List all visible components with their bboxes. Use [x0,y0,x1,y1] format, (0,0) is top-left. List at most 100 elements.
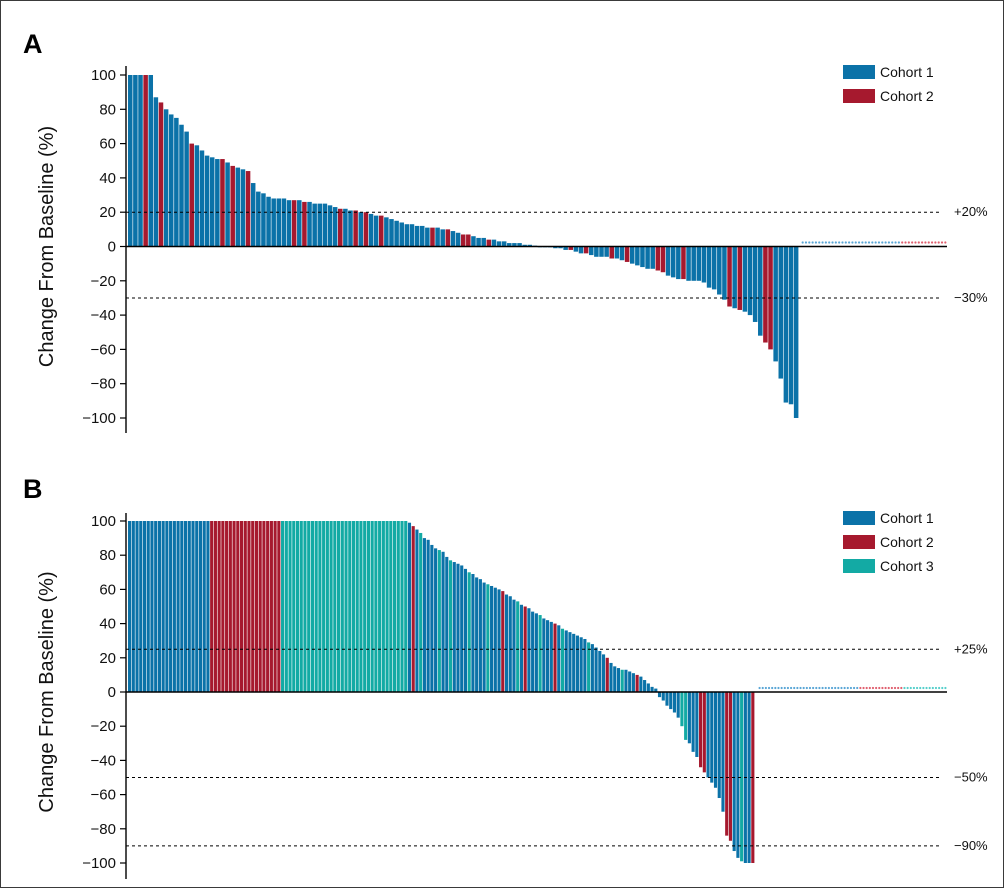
legend-label: Cohort 2 [880,534,934,550]
bar [157,521,161,692]
bar [180,521,184,692]
bar [150,521,154,692]
unevaluable-marker [821,686,824,690]
bar [302,201,307,247]
bar [691,246,696,281]
bar [286,200,292,247]
unevaluable-marker [854,241,857,244]
bar [578,246,584,254]
unevaluable-marker [808,241,811,244]
bar [737,246,743,310]
bar [624,669,628,692]
y-tick-label: 40 [99,170,116,187]
unevaluable-marker [834,241,837,244]
bar [676,692,680,718]
bar [624,246,630,262]
bar [452,562,456,692]
bar [558,246,563,249]
unevaluable-marker [934,241,937,244]
reference-line-label: −90% [954,838,988,853]
bar [665,692,669,706]
y-tick-label: −60 [91,787,116,804]
bar [261,193,266,247]
unevaluable-marker [802,686,805,690]
bar [471,236,476,247]
unevaluable-marker [804,241,808,244]
bar [448,560,453,692]
unevaluable-marker [857,241,861,244]
bar [307,201,312,247]
y-tick-label: −80 [91,376,116,393]
bar [198,521,203,692]
y-tick-label: 60 [99,581,116,598]
bar [686,246,691,281]
bar [143,75,148,247]
bar [788,246,794,405]
bar [631,673,635,692]
bar [258,521,262,692]
y-tick-label: 60 [99,136,116,153]
unevaluable-marker [862,686,865,690]
unevaluable-marker [891,241,894,244]
bar [172,521,176,692]
bar [370,521,374,692]
unevaluable-marker [871,686,875,690]
bar [351,521,356,692]
bar [210,521,214,692]
bar [635,674,639,692]
unevaluable-marker [849,686,853,690]
bar [404,224,410,247]
bar [491,239,497,247]
unevaluable-marker [887,686,890,690]
bar [399,222,404,247]
bar [189,143,194,247]
bar [711,246,717,290]
bar [415,529,419,692]
unevaluable-marker [911,241,914,244]
unevaluable-marker [818,241,821,244]
bar [332,207,338,247]
unevaluable-marker [941,686,944,690]
bar [460,565,464,692]
bar [333,521,337,692]
bar [725,692,729,836]
bar [327,205,333,247]
bar [165,521,169,692]
bar [381,521,385,692]
unevaluable-marker [937,241,940,244]
unevaluable-marker [944,241,947,244]
unevaluable-marker [796,686,799,690]
unevaluable-marker [874,241,877,244]
bar [655,246,661,271]
y-tick-label: 40 [99,616,116,633]
unevaluable-marker [865,686,868,690]
y-tick-label: 0 [108,684,116,701]
bar [504,594,509,692]
bar [158,102,164,247]
bar [553,246,558,249]
bar [251,521,255,692]
bar [456,563,460,692]
bar [239,521,244,692]
bar [512,243,517,247]
bar [344,521,348,692]
unevaluable-marker [867,241,871,244]
bar [340,521,344,692]
unevaluable-marker [767,686,771,690]
y-tick-label: 20 [99,650,116,667]
bar [523,606,527,692]
bar [266,196,271,247]
bar [702,692,706,773]
unevaluable-marker [811,241,814,244]
bar [590,644,594,692]
bar [742,246,748,312]
bar [131,521,135,692]
unevaluable-marker [837,686,840,690]
bar [440,229,445,247]
bar [639,676,643,692]
bar [445,556,449,692]
bar [247,521,251,692]
bar [482,582,486,692]
bar [568,632,572,692]
bar [650,686,654,692]
